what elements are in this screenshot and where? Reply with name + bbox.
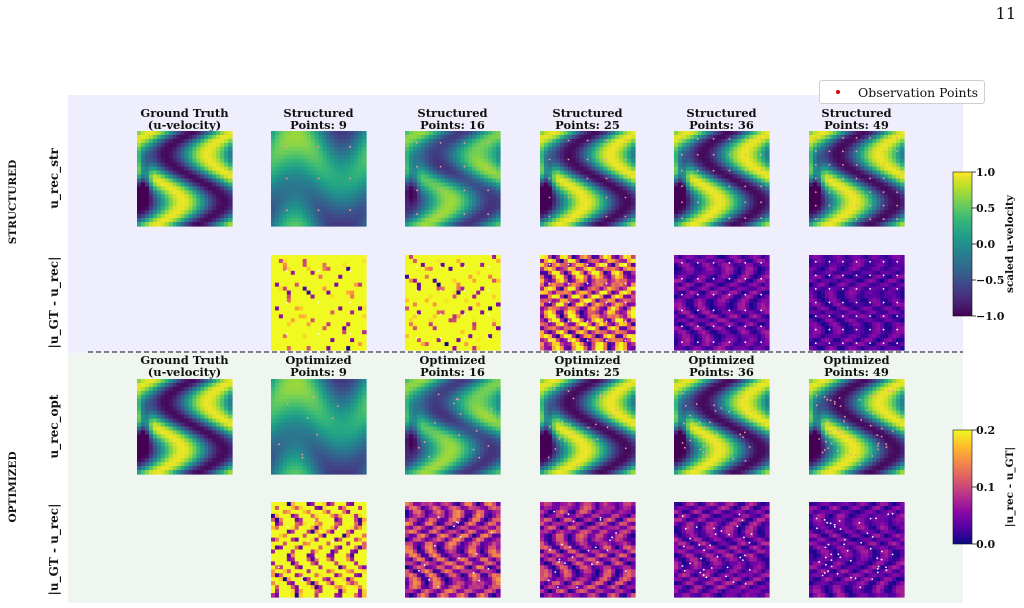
row-label-0: u_rec_str	[47, 148, 62, 209]
velocity-heatmap-3	[540, 131, 636, 227]
observation-points-4	[681, 390, 753, 462]
observation-points-3	[548, 139, 627, 218]
observation-points-5	[814, 136, 899, 221]
observation-points-3	[547, 387, 627, 466]
column-subtitle-3: Points: 25	[555, 118, 620, 132]
observation-points-error-1	[285, 269, 352, 336]
colorbar-tick-label: 0.0	[976, 238, 995, 251]
observation-points-error-2	[418, 516, 493, 588]
page-number: 11	[995, 4, 1016, 23]
column-subtitle-5: Points: 49	[824, 365, 889, 379]
column-subtitle-4: Points: 36	[689, 118, 754, 132]
observation-points-2	[416, 142, 489, 216]
column-title-3: Structured	[552, 106, 622, 120]
section-label: STRUCTURED	[7, 160, 19, 244]
legend: Observation Points	[819, 80, 985, 104]
colorbar-tick-label: 1.0	[976, 166, 995, 179]
colorbar-1	[952, 429, 973, 545]
column-title-3: Optimized	[554, 353, 620, 367]
error-heatmap-4	[674, 502, 770, 598]
error-heatmap-2	[405, 255, 501, 351]
observation-points-error-4	[681, 262, 762, 343]
velocity-heatmap-1	[271, 131, 367, 227]
observation-points-error-3	[547, 510, 627, 589]
observation-points-error-5	[814, 260, 899, 345]
column-subtitle-0: (u-velocity)	[148, 365, 221, 379]
observation-point-marker	[836, 90, 840, 94]
colorbar-tick-label: −1.0	[976, 310, 1005, 323]
column-subtitle-3: Points: 25	[555, 365, 620, 379]
row-label-0: u_rec_opt	[47, 394, 62, 458]
error-heatmap-2	[405, 502, 501, 598]
column-subtitle-1: Points: 9	[290, 365, 347, 379]
colorbar-tick-label: 0.2	[976, 424, 995, 437]
velocity-heatmap-1	[271, 379, 367, 475]
error-heatmap-5	[809, 502, 905, 598]
colorbar-0	[952, 171, 973, 317]
column-title-4: Structured	[686, 106, 756, 120]
column-title-0: Ground Truth	[140, 106, 229, 120]
row-label-1: |u_GT - u_rec|	[47, 257, 62, 349]
column-subtitle-1: Points: 9	[290, 118, 347, 132]
legend-label: Observation Points	[858, 84, 979, 100]
colorbar-label: scaled u-velocity	[1004, 194, 1016, 293]
velocity-heatmap-5	[809, 131, 905, 227]
observation-points-2	[418, 393, 493, 465]
error-heatmap-3	[540, 502, 636, 598]
column-title-5: Optimized	[823, 353, 889, 367]
column-subtitle-2: Points: 16	[420, 365, 485, 379]
velocity-heatmap-0	[137, 379, 233, 475]
colorbar-tick-label: −0.5	[976, 274, 1004, 287]
colorbar-tick-label: 0.0	[976, 538, 995, 551]
column-title-1: Structured	[283, 106, 353, 120]
observation-points-1	[285, 145, 352, 212]
column-title-2: Structured	[417, 106, 487, 120]
velocity-heatmap-3	[540, 379, 636, 475]
column-title-2: Optimized	[419, 353, 485, 367]
velocity-heatmap-0	[137, 131, 233, 227]
observation-points-error-4	[681, 513, 753, 585]
observation-points-5	[815, 389, 894, 466]
column-subtitle-0: (u-velocity)	[148, 118, 221, 132]
colorbar-tick-label: 0.1	[976, 481, 995, 494]
row-label-1: |u_GT - u_rec|	[47, 504, 62, 596]
column-title-5: Structured	[821, 106, 891, 120]
section-label: OPTIMIZED	[7, 451, 19, 522]
column-subtitle-5: Points: 49	[824, 118, 889, 132]
column-subtitle-4: Points: 36	[689, 365, 754, 379]
observation-points-error-2	[416, 266, 489, 339]
observation-points-1	[278, 396, 339, 459]
error-heatmap-1	[271, 255, 367, 351]
colorbar-tick-label: 0.5	[976, 202, 995, 215]
velocity-heatmap-5	[809, 379, 905, 475]
column-title-0: Ground Truth	[140, 353, 229, 367]
observation-points-error-5	[815, 512, 894, 589]
velocity-heatmap-4	[674, 379, 770, 475]
error-heatmap-1	[271, 502, 367, 598]
velocity-heatmap-4	[674, 131, 770, 227]
colorbar-label: |u_rec - u_GT|	[1004, 447, 1017, 527]
velocity-heatmap-2	[405, 379, 501, 475]
velocity-heatmap-2	[405, 131, 501, 227]
column-subtitle-2: Points: 16	[420, 118, 485, 132]
observation-points-4	[681, 138, 762, 220]
error-heatmap-5	[809, 255, 905, 351]
column-title-1: Optimized	[285, 353, 351, 367]
observation-points-error-1	[278, 519, 339, 582]
error-heatmap-3	[540, 255, 636, 351]
observation-points-error-3	[548, 263, 627, 342]
column-title-4: Optimized	[688, 353, 754, 367]
error-heatmap-4	[674, 255, 770, 351]
